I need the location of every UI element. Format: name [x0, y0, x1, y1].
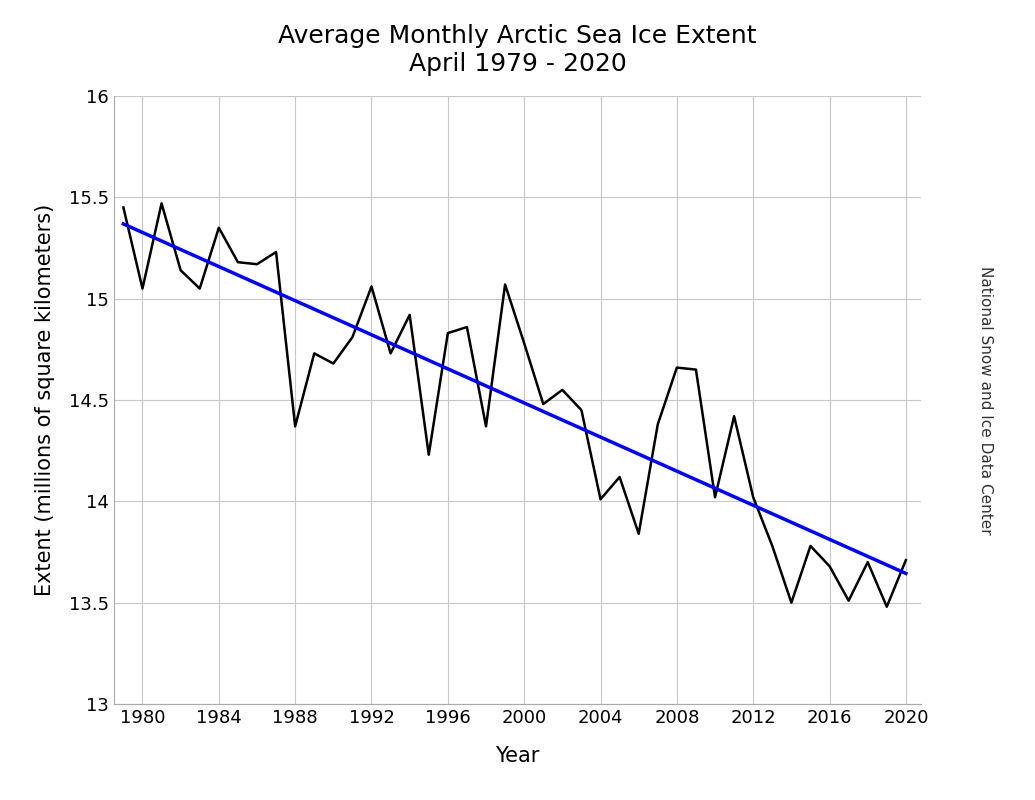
- Title: Average Monthly Arctic Sea Ice Extent
April 1979 - 2020: Average Monthly Arctic Sea Ice Extent Ap…: [278, 24, 757, 76]
- Y-axis label: Extent (millions of square kilometers): Extent (millions of square kilometers): [35, 204, 55, 596]
- X-axis label: Year: Year: [496, 746, 539, 766]
- Text: National Snow and Ice Data Center: National Snow and Ice Data Center: [978, 266, 993, 534]
